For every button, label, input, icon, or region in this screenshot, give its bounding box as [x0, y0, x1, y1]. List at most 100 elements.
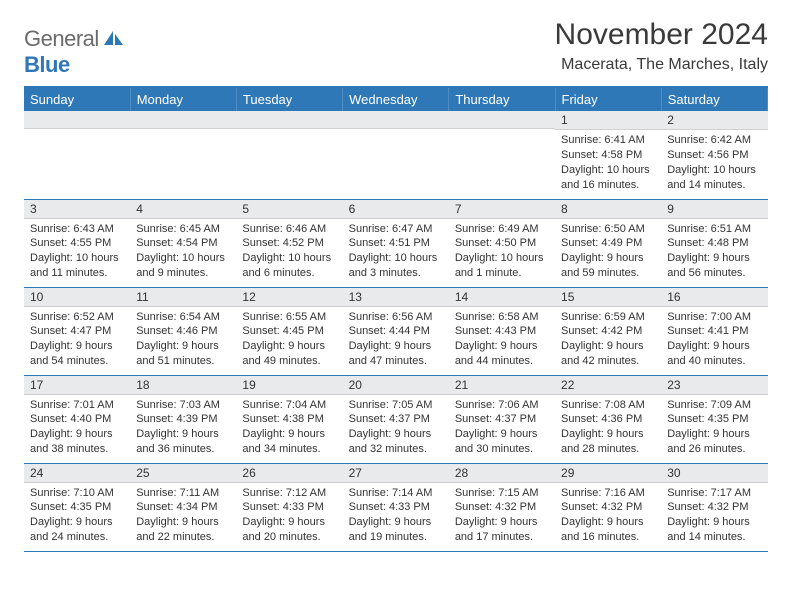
sunrise-text: Sunrise: 6:52 AM [30, 310, 124, 325]
sunset-text: Sunset: 4:36 PM [561, 412, 655, 427]
calendar-cell: 30Sunrise: 7:17 AMSunset: 4:32 PMDayligh… [661, 463, 767, 551]
daylight-text: Daylight: 9 hours and 30 minutes. [455, 427, 549, 457]
sunset-text: Sunset: 4:46 PM [136, 324, 230, 339]
calendar-cell: 25Sunrise: 7:11 AMSunset: 4:34 PMDayligh… [130, 463, 236, 551]
sunset-text: Sunset: 4:51 PM [349, 236, 443, 251]
weekday-header: Tuesday [236, 87, 342, 111]
title-block: November 2024 Macerata, The Marches, Ita… [555, 18, 768, 74]
day-number: 8 [555, 200, 661, 219]
day-number: 15 [555, 288, 661, 307]
calendar-cell: 26Sunrise: 7:12 AMSunset: 4:33 PMDayligh… [236, 463, 342, 551]
weekday-header: Thursday [449, 87, 555, 111]
day-details: Sunrise: 6:43 AMSunset: 4:55 PMDaylight:… [24, 219, 130, 285]
calendar-cell: 14Sunrise: 6:58 AMSunset: 4:43 PMDayligh… [449, 287, 555, 375]
sunrise-text: Sunrise: 7:12 AM [242, 486, 336, 501]
calendar-cell: 6Sunrise: 6:47 AMSunset: 4:51 PMDaylight… [343, 199, 449, 287]
day-details: Sunrise: 6:46 AMSunset: 4:52 PMDaylight:… [236, 219, 342, 285]
sunrise-text: Sunrise: 6:49 AM [455, 222, 549, 237]
daylight-text: Daylight: 9 hours and 28 minutes. [561, 427, 655, 457]
sunrise-text: Sunrise: 7:09 AM [667, 398, 761, 413]
day-number: 10 [24, 288, 130, 307]
calendar-cell: 9Sunrise: 6:51 AMSunset: 4:48 PMDaylight… [661, 199, 767, 287]
sunrise-text: Sunrise: 7:15 AM [455, 486, 549, 501]
day-details: Sunrise: 7:05 AMSunset: 4:37 PMDaylight:… [343, 395, 449, 461]
sunrise-text: Sunrise: 7:05 AM [349, 398, 443, 413]
day-details: Sunrise: 7:17 AMSunset: 4:32 PMDaylight:… [661, 483, 767, 549]
daylight-text: Daylight: 9 hours and 47 minutes. [349, 339, 443, 369]
sunset-text: Sunset: 4:33 PM [349, 500, 443, 515]
empty-day-number [236, 111, 342, 129]
sunrise-text: Sunrise: 6:50 AM [561, 222, 655, 237]
calendar-week-row: 24Sunrise: 7:10 AMSunset: 4:35 PMDayligh… [24, 463, 768, 551]
day-number: 24 [24, 464, 130, 483]
day-number: 19 [236, 376, 342, 395]
sunset-text: Sunset: 4:42 PM [561, 324, 655, 339]
weekday-header-row: Sunday Monday Tuesday Wednesday Thursday… [24, 87, 768, 111]
sail-icon [104, 26, 124, 52]
daylight-text: Daylight: 10 hours and 16 minutes. [561, 163, 655, 193]
daylight-text: Daylight: 10 hours and 14 minutes. [667, 163, 761, 193]
calendar-cell: 22 Sunrise: 7:08 AMSunset: 4:36 PMDayligh… [555, 375, 661, 463]
weekday-header: Monday [130, 87, 236, 111]
sunrise-text: Sunrise: 6:59 AM [561, 310, 655, 325]
calendar-cell: 15Sunrise: 6:59 AMSunset: 4:42 PMDayligh… [555, 287, 661, 375]
calendar-cell [343, 111, 449, 199]
brand-name: General Blue [24, 26, 124, 78]
day-details: Sunrise: 6:50 AMSunset: 4:49 PMDaylight:… [555, 219, 661, 285]
day-details: Sunrise: 6:58 AMSunset: 4:43 PMDaylight:… [449, 307, 555, 373]
day-details: Sunrise: 6:45 AMSunset: 4:54 PMDaylight:… [130, 219, 236, 285]
sunset-text: Sunset: 4:35 PM [667, 412, 761, 427]
daylight-text: Daylight: 9 hours and 17 minutes. [455, 515, 549, 545]
sunset-text: Sunset: 4:58 PM [561, 148, 655, 163]
sunset-text: Sunset: 4:43 PM [455, 324, 549, 339]
day-number: 18 [130, 376, 236, 395]
calendar-cell: 21Sunrise: 7:06 AMSunset: 4:37 PMDayligh… [449, 375, 555, 463]
sunrise-text: Sunrise: 6:58 AM [455, 310, 549, 325]
day-number: 7 [449, 200, 555, 219]
daylight-text: Daylight: 10 hours and 9 minutes. [136, 251, 230, 281]
sunset-text: Sunset: 4:32 PM [455, 500, 549, 515]
sunset-text: Sunset: 4:32 PM [561, 500, 655, 515]
brand-name-a: General [24, 26, 99, 51]
sunset-text: Sunset: 4:34 PM [136, 500, 230, 515]
sunset-text: Sunset: 4:47 PM [30, 324, 124, 339]
sunrise-text: Sunrise: 6:42 AM [667, 133, 761, 148]
day-details: Sunrise: 6:56 AMSunset: 4:44 PMDaylight:… [343, 307, 449, 373]
day-details: Sunrise: 7:14 AMSunset: 4:33 PMDaylight:… [343, 483, 449, 549]
day-number: 20 [343, 376, 449, 395]
calendar-cell: 23Sunrise: 7:09 AMSunset: 4:35 PMDayligh… [661, 375, 767, 463]
daylight-text: Daylight: 10 hours and 11 minutes. [30, 251, 124, 281]
daylight-text: Daylight: 9 hours and 22 minutes. [136, 515, 230, 545]
day-number: 26 [236, 464, 342, 483]
calendar-cell: 20Sunrise: 7:05 AMSunset: 4:37 PMDayligh… [343, 375, 449, 463]
daylight-text: Daylight: 10 hours and 3 minutes. [349, 251, 443, 281]
sunrise-text: Sunrise: 7:10 AM [30, 486, 124, 501]
day-details: Sunrise: 6:47 AMSunset: 4:51 PMDaylight:… [343, 219, 449, 285]
day-number: 28 [449, 464, 555, 483]
day-number: 6 [343, 200, 449, 219]
day-number: 12 [236, 288, 342, 307]
day-number: 22 [555, 376, 661, 395]
day-number: 14 [449, 288, 555, 307]
calendar-cell: 5Sunrise: 6:46 AMSunset: 4:52 PMDaylight… [236, 199, 342, 287]
day-number: 9 [661, 200, 767, 219]
calendar-cell [449, 111, 555, 199]
sunset-text: Sunset: 4:35 PM [30, 500, 124, 515]
daylight-text: Daylight: 9 hours and 14 minutes. [667, 515, 761, 545]
day-details: Sunrise: 7:16 AMSunset: 4:32 PMDaylight:… [555, 483, 661, 549]
brand-name-b: Blue [24, 52, 70, 77]
sunrise-text: Sunrise: 7:08 AM [561, 398, 655, 413]
day-details: Sunrise: 7:06 AMSunset: 4:37 PMDaylight:… [449, 395, 555, 461]
empty-day-number [130, 111, 236, 129]
weekday-header: Friday [555, 87, 661, 111]
day-number: 3 [24, 200, 130, 219]
day-details: Sunrise: 6:55 AMSunset: 4:45 PMDaylight:… [236, 307, 342, 373]
sunset-text: Sunset: 4:44 PM [349, 324, 443, 339]
day-details: Sunrise: 7:04 AMSunset: 4:38 PMDaylight:… [236, 395, 342, 461]
day-details: Sunrise: 6:51 AMSunset: 4:48 PMDaylight:… [661, 219, 767, 285]
sunset-text: Sunset: 4:39 PM [136, 412, 230, 427]
calendar-cell: 3Sunrise: 6:43 AMSunset: 4:55 PMDaylight… [24, 199, 130, 287]
day-number: 16 [661, 288, 767, 307]
day-details: Sunrise: 7:10 AMSunset: 4:35 PMDaylight:… [24, 483, 130, 549]
day-details: Sunrise: 7:15 AMSunset: 4:32 PMDaylight:… [449, 483, 555, 549]
